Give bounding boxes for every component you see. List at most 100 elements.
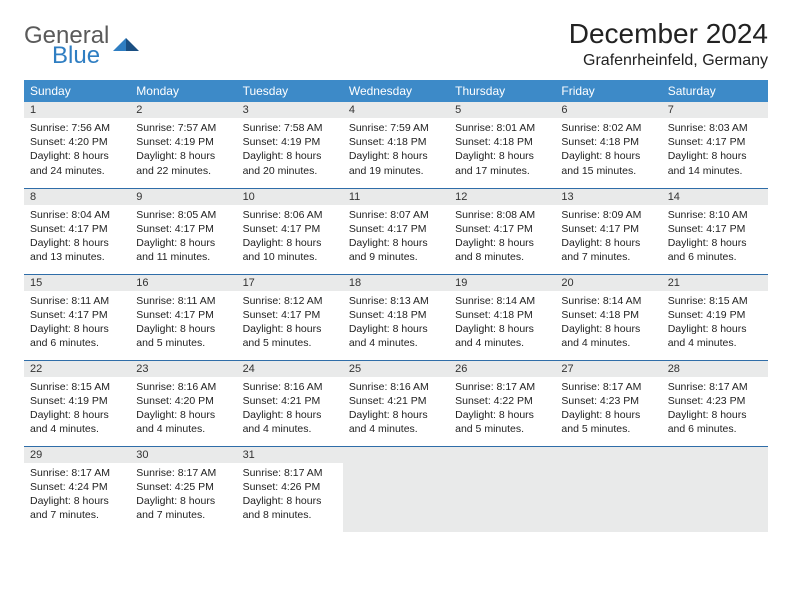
day-number: 9 — [130, 189, 236, 205]
day-number: 13 — [555, 189, 661, 205]
daylight-line: Daylight: 8 hours and 20 minutes. — [243, 149, 337, 177]
calendar-cell: 5Sunrise: 8:01 AMSunset: 4:18 PMDaylight… — [449, 102, 555, 188]
calendar-row: 22Sunrise: 8:15 AMSunset: 4:19 PMDayligh… — [24, 360, 768, 446]
day-body: Sunrise: 7:56 AMSunset: 4:20 PMDaylight:… — [24, 118, 130, 182]
sunset-line: Sunset: 4:25 PM — [136, 480, 230, 494]
sunset-line: Sunset: 4:19 PM — [30, 394, 124, 408]
day-body: Sunrise: 8:15 AMSunset: 4:19 PMDaylight:… — [24, 377, 130, 441]
day-number: 27 — [555, 361, 661, 377]
day-number: 17 — [237, 275, 343, 291]
sunrise-line: Sunrise: 8:12 AM — [243, 294, 337, 308]
daylight-line: Daylight: 8 hours and 14 minutes. — [668, 149, 762, 177]
day-number: 11 — [343, 189, 449, 205]
day-body: Sunrise: 8:07 AMSunset: 4:17 PMDaylight:… — [343, 205, 449, 269]
day-number: 16 — [130, 275, 236, 291]
day-body: Sunrise: 8:03 AMSunset: 4:17 PMDaylight:… — [662, 118, 768, 182]
day-body: Sunrise: 8:17 AMSunset: 4:22 PMDaylight:… — [449, 377, 555, 441]
day-number: 5 — [449, 102, 555, 118]
daylight-line: Daylight: 8 hours and 4 minutes. — [561, 322, 655, 350]
daylight-line: Daylight: 8 hours and 9 minutes. — [349, 236, 443, 264]
sunset-line: Sunset: 4:18 PM — [455, 308, 549, 322]
sunrise-line: Sunrise: 8:17 AM — [455, 380, 549, 394]
sunset-line: Sunset: 4:22 PM — [455, 394, 549, 408]
day-number: 22 — [24, 361, 130, 377]
sunrise-line: Sunrise: 8:16 AM — [136, 380, 230, 394]
sunset-line: Sunset: 4:18 PM — [349, 135, 443, 149]
calendar-cell: 12Sunrise: 8:08 AMSunset: 4:17 PMDayligh… — [449, 188, 555, 274]
day-number: 2 — [130, 102, 236, 118]
sunset-line: Sunset: 4:18 PM — [455, 135, 549, 149]
logo: General Blue — [24, 24, 139, 68]
day-number: 1 — [24, 102, 130, 118]
sunset-line: Sunset: 4:19 PM — [243, 135, 337, 149]
calendar-row: 29Sunrise: 8:17 AMSunset: 4:24 PMDayligh… — [24, 446, 768, 532]
daylight-line: Daylight: 8 hours and 19 minutes. — [349, 149, 443, 177]
calendar-cell: 3Sunrise: 7:58 AMSunset: 4:19 PMDaylight… — [237, 102, 343, 188]
logo-text-blue: Blue — [52, 44, 109, 68]
calendar-cell: 7Sunrise: 8:03 AMSunset: 4:17 PMDaylight… — [662, 102, 768, 188]
calendar-cell: 9Sunrise: 8:05 AMSunset: 4:17 PMDaylight… — [130, 188, 236, 274]
sunrise-line: Sunrise: 8:09 AM — [561, 208, 655, 222]
daylight-line: Daylight: 8 hours and 15 minutes. — [561, 149, 655, 177]
daylight-line: Daylight: 8 hours and 4 minutes. — [349, 408, 443, 436]
sunset-line: Sunset: 4:17 PM — [136, 222, 230, 236]
calendar-cell: 1Sunrise: 7:56 AMSunset: 4:20 PMDaylight… — [24, 102, 130, 188]
day-number: 3 — [237, 102, 343, 118]
day-body: Sunrise: 8:02 AMSunset: 4:18 PMDaylight:… — [555, 118, 661, 182]
daylight-line: Daylight: 8 hours and 6 minutes. — [30, 322, 124, 350]
day-body: Sunrise: 8:15 AMSunset: 4:19 PMDaylight:… — [662, 291, 768, 355]
calendar-cell: 20Sunrise: 8:14 AMSunset: 4:18 PMDayligh… — [555, 274, 661, 360]
calendar-cell: 2Sunrise: 7:57 AMSunset: 4:19 PMDaylight… — [130, 102, 236, 188]
sunrise-line: Sunrise: 8:05 AM — [136, 208, 230, 222]
weekday-header: Tuesday — [237, 80, 343, 102]
calendar-cell — [555, 446, 661, 532]
empty-day — [343, 447, 449, 463]
day-body: Sunrise: 8:16 AMSunset: 4:20 PMDaylight:… — [130, 377, 236, 441]
daylight-line: Daylight: 8 hours and 6 minutes. — [668, 236, 762, 264]
empty-day — [555, 447, 661, 463]
weekday-header: Monday — [130, 80, 236, 102]
day-body: Sunrise: 8:09 AMSunset: 4:17 PMDaylight:… — [555, 205, 661, 269]
calendar-row: 8Sunrise: 8:04 AMSunset: 4:17 PMDaylight… — [24, 188, 768, 274]
day-number: 19 — [449, 275, 555, 291]
sunrise-line: Sunrise: 8:10 AM — [668, 208, 762, 222]
calendar-cell: 26Sunrise: 8:17 AMSunset: 4:22 PMDayligh… — [449, 360, 555, 446]
day-body: Sunrise: 8:16 AMSunset: 4:21 PMDaylight:… — [237, 377, 343, 441]
location: Grafenrheinfeld, Germany — [569, 52, 768, 70]
calendar-cell — [449, 446, 555, 532]
sunset-line: Sunset: 4:20 PM — [30, 135, 124, 149]
daylight-line: Daylight: 8 hours and 4 minutes. — [243, 408, 337, 436]
calendar-cell: 8Sunrise: 8:04 AMSunset: 4:17 PMDaylight… — [24, 188, 130, 274]
sunset-line: Sunset: 4:17 PM — [136, 308, 230, 322]
day-body: Sunrise: 8:17 AMSunset: 4:24 PMDaylight:… — [24, 463, 130, 527]
calendar-row: 15Sunrise: 8:11 AMSunset: 4:17 PMDayligh… — [24, 274, 768, 360]
empty-day — [662, 447, 768, 463]
sunrise-line: Sunrise: 8:14 AM — [455, 294, 549, 308]
day-number: 20 — [555, 275, 661, 291]
calendar-cell: 24Sunrise: 8:16 AMSunset: 4:21 PMDayligh… — [237, 360, 343, 446]
day-body: Sunrise: 8:13 AMSunset: 4:18 PMDaylight:… — [343, 291, 449, 355]
sunrise-line: Sunrise: 8:04 AM — [30, 208, 124, 222]
calendar-cell: 21Sunrise: 8:15 AMSunset: 4:19 PMDayligh… — [662, 274, 768, 360]
sunrise-line: Sunrise: 7:59 AM — [349, 121, 443, 135]
daylight-line: Daylight: 8 hours and 5 minutes. — [136, 322, 230, 350]
calendar-cell: 27Sunrise: 8:17 AMSunset: 4:23 PMDayligh… — [555, 360, 661, 446]
sunset-line: Sunset: 4:17 PM — [668, 222, 762, 236]
sunset-line: Sunset: 4:19 PM — [136, 135, 230, 149]
calendar-row: 1Sunrise: 7:56 AMSunset: 4:20 PMDaylight… — [24, 102, 768, 188]
sunrise-line: Sunrise: 8:17 AM — [30, 466, 124, 480]
sunset-line: Sunset: 4:17 PM — [30, 222, 124, 236]
sunrise-line: Sunrise: 8:01 AM — [455, 121, 549, 135]
daylight-line: Daylight: 8 hours and 13 minutes. — [30, 236, 124, 264]
sunset-line: Sunset: 4:17 PM — [455, 222, 549, 236]
calendar-cell: 29Sunrise: 8:17 AMSunset: 4:24 PMDayligh… — [24, 446, 130, 532]
weekday-header: Wednesday — [343, 80, 449, 102]
day-body: Sunrise: 8:17 AMSunset: 4:25 PMDaylight:… — [130, 463, 236, 527]
sunset-line: Sunset: 4:26 PM — [243, 480, 337, 494]
day-number: 4 — [343, 102, 449, 118]
day-body: Sunrise: 8:12 AMSunset: 4:17 PMDaylight:… — [237, 291, 343, 355]
sunrise-line: Sunrise: 8:11 AM — [136, 294, 230, 308]
day-body: Sunrise: 8:14 AMSunset: 4:18 PMDaylight:… — [555, 291, 661, 355]
daylight-line: Daylight: 8 hours and 4 minutes. — [455, 322, 549, 350]
day-body: Sunrise: 8:11 AMSunset: 4:17 PMDaylight:… — [24, 291, 130, 355]
